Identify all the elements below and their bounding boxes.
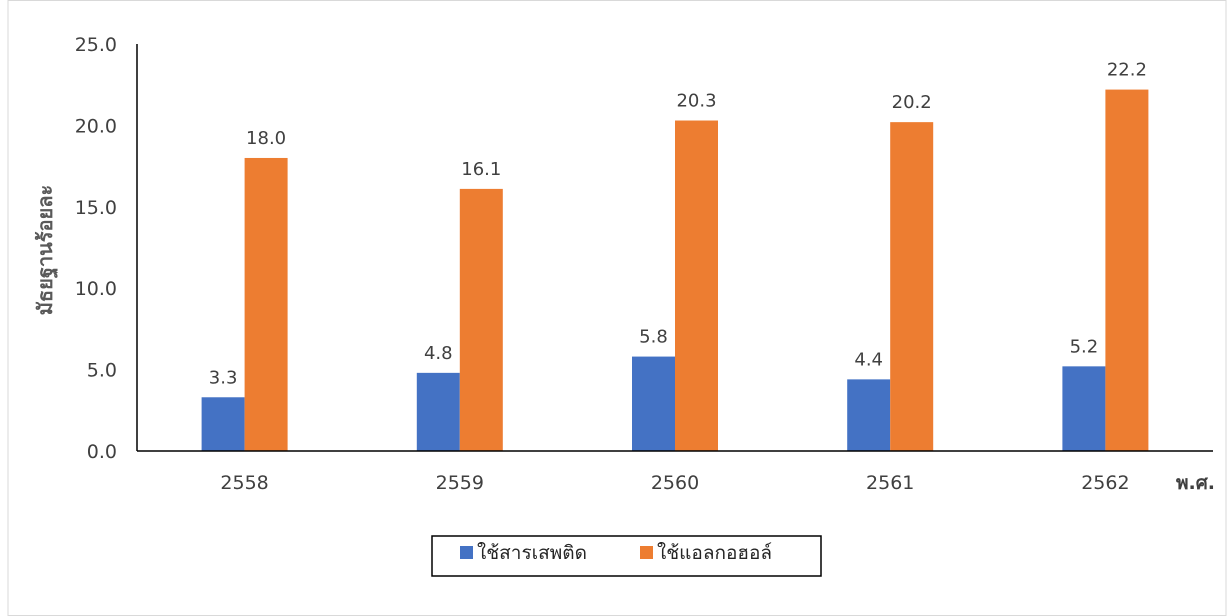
data-label-drug-2561: 4.4 bbox=[854, 349, 883, 370]
y-axis-ticks: 0.0 5.0 10.0 15.0 20.0 25.0 bbox=[75, 34, 117, 463]
bar-alcohol-2561 bbox=[890, 122, 934, 452]
legend-swatch-alcohol bbox=[640, 546, 653, 559]
x-tick-label: 2561 bbox=[866, 472, 914, 494]
y-tick-label: 10.0 bbox=[75, 278, 117, 300]
legend-box bbox=[431, 535, 822, 577]
bar-drug-2558 bbox=[201, 397, 245, 451]
bar-drug-2562 bbox=[1062, 366, 1106, 451]
data-label-alcohol-2561: 20.2 bbox=[892, 92, 932, 113]
x-axis-ticks: 2558 2559 2560 2561 2562 bbox=[220, 472, 1129, 494]
legend: ใช้สารเสพติด ใช้แอลกอฮอล์ bbox=[431, 535, 822, 577]
y-tick-label: 25.0 bbox=[75, 34, 117, 56]
bars bbox=[201, 89, 1149, 452]
legend-swatch-drug bbox=[460, 546, 473, 559]
data-label-alcohol-2562: 22.2 bbox=[1107, 60, 1147, 81]
x-tick-label: 2562 bbox=[1081, 472, 1129, 494]
data-label-drug-2560: 5.8 bbox=[639, 327, 668, 348]
bar-drug-2561 bbox=[847, 379, 891, 451]
legend-label-alcohol: ใช้แอลกอฮอล์ bbox=[657, 542, 772, 564]
data-label-alcohol-2559: 16.1 bbox=[461, 159, 501, 180]
x-tick-label: 2560 bbox=[651, 472, 699, 494]
data-labels: 3.3 18.0 4.8 16.1 5.8 20.3 4.4 20.2 5.2 22.2 bbox=[209, 60, 1147, 389]
x-tick-label: 2558 bbox=[220, 472, 268, 494]
data-label-drug-2562: 5.2 bbox=[1070, 336, 1099, 357]
bar-drug-2560 bbox=[632, 356, 675, 451]
y-axis-title: มัธยฐานร้อยละ bbox=[33, 185, 59, 316]
x-tick-label: 2559 bbox=[436, 472, 484, 494]
data-label-drug-2559: 4.8 bbox=[424, 343, 453, 364]
data-label-alcohol-2560: 20.3 bbox=[676, 91, 716, 112]
data-label-drug-2558: 3.3 bbox=[209, 367, 238, 388]
bar-alcohol-2559 bbox=[459, 188, 503, 451]
data-label-alcohol-2558: 18.0 bbox=[246, 128, 286, 149]
legend-label-drug: ใช้สารเสพติด bbox=[477, 542, 587, 564]
bar-drug-2559 bbox=[416, 372, 460, 451]
bar-alcohol-2562 bbox=[1105, 89, 1149, 452]
y-tick-label: 15.0 bbox=[75, 197, 117, 219]
y-axis-title-group: มัธยฐานร้อยละ bbox=[33, 185, 59, 316]
x-axis-unit-label: พ.ศ. bbox=[1176, 472, 1215, 494]
y-tick-label: 20.0 bbox=[75, 115, 117, 137]
bar-alcohol-2558 bbox=[244, 157, 288, 451]
chart-border bbox=[7, 0, 1227, 616]
y-tick-label: 5.0 bbox=[87, 360, 117, 382]
bar-alcohol-2560 bbox=[675, 120, 718, 452]
y-tick-label: 0.0 bbox=[87, 441, 117, 463]
